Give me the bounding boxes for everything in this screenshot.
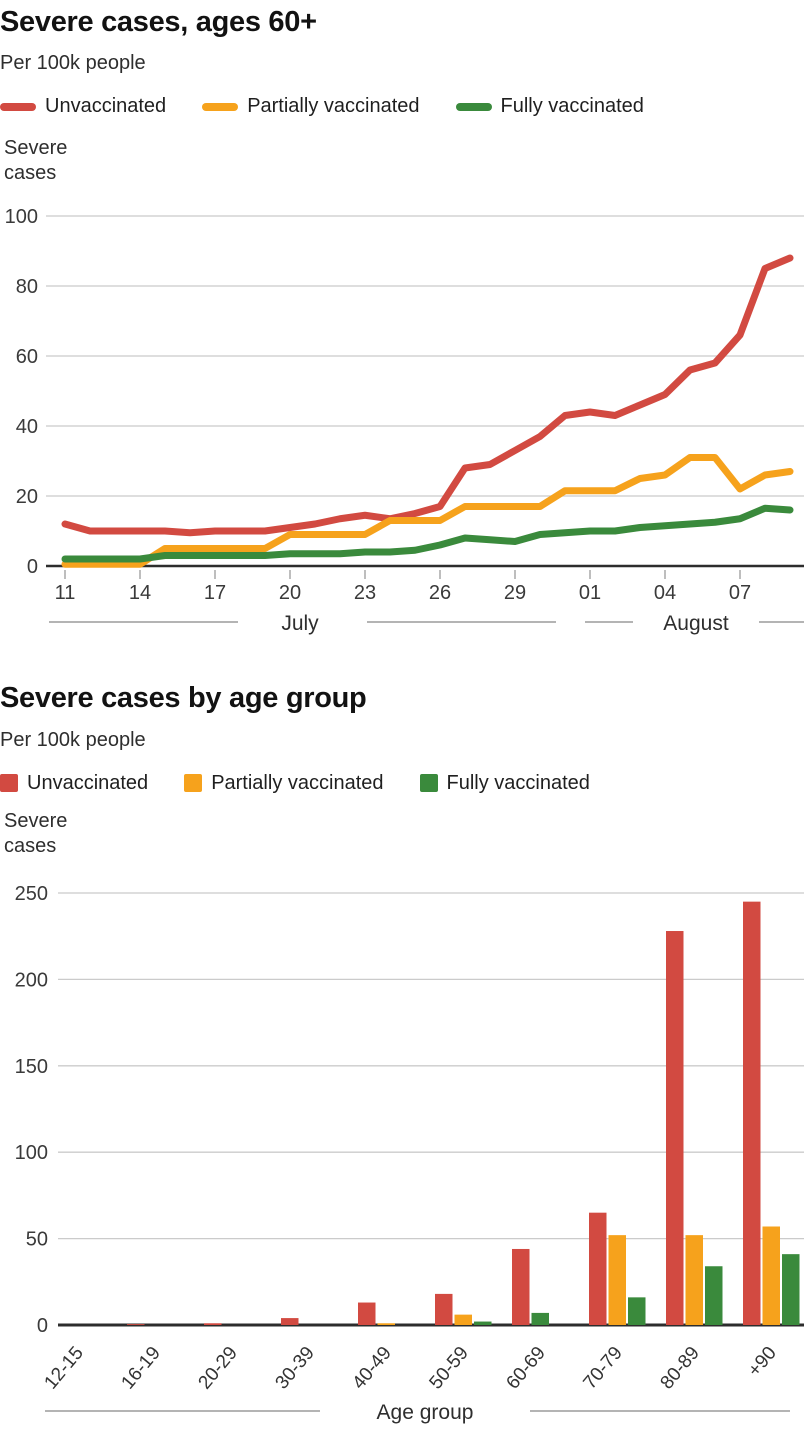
line-chart: Severe cases 0 20 40 60 80 100 11 14 17 20 23 26 29 01 0… [4,137,804,635]
legend-item-partially-vaccinated: Partially vaccinated [184,771,384,795]
x-tick-label-26: 26 [429,582,451,604]
bar-50-59-partially-vaccinated [454,1314,472,1325]
line-chart-subtitle: Per 100k people [0,52,146,75]
bar-16-19-unvaccinated [127,1323,145,1325]
x-tick-label-04: 04 [654,582,676,604]
y-tick-label-250: 250 [15,883,48,905]
legend-swatch-partially-vaccinated [184,774,203,793]
legend-label-fully-vaccinated: Fully vaccinated [446,771,590,794]
x-tick-label-29: 29 [504,582,526,604]
legend-item-fully-vaccinated: Fully vaccinated [455,95,644,118]
bar-50-59-unvaccinated [435,1293,453,1325]
x-category-label-40-49: 40-49 [348,1342,395,1393]
bar-70-79-fully-vaccinated [628,1297,646,1325]
legend-swatch-unvaccinated [0,102,36,111]
x-tick-label-11: 11 [55,582,76,604]
x-category-label-20-29: 20-29 [194,1342,241,1393]
bar-chart-legend: Unvaccinated Partially vaccinated Fully va… [0,772,804,795]
legend-item-fully-vaccinated: Fully vaccinated [419,771,590,795]
bar-80-89-fully-vaccinated [705,1265,723,1325]
x-category-label-16-19: 16-19 [117,1342,164,1393]
legend-label-fully-vaccinated: Fully vaccinated [500,95,644,118]
bar-30-39-unvaccinated [281,1317,299,1325]
bar-90-partially-vaccinated [762,1226,780,1325]
x-tick-label-17: 17 [204,582,226,604]
bar-70-79-unvaccinated [589,1212,607,1325]
y-tick-label-0: 0 [27,556,38,578]
y-tick-label-150: 150 [15,1055,48,1077]
series-line-unvaccinated [61,254,794,537]
line-chart-section: Severe cases, ages 60+ Per 100k people U… [0,0,804,656]
y-tick-label-80: 80 [16,276,38,298]
legend-item-unvaccinated: Unvaccinated [0,772,148,795]
bar-80-89-unvaccinated [666,930,684,1325]
y-tick-label-100: 100 [15,1142,48,1164]
x-tick-label-20: 20 [279,582,301,604]
legend-item-partially-vaccinated: Partially vaccinated [202,95,420,118]
y-tick-label-200: 200 [15,969,48,991]
x-axis-title: Age group [377,1401,474,1424]
bar-90-unvaccinated [743,901,761,1325]
bar-chart: Severe cases 0 50 100 150 200 250 12-15 16-19 20-2… [4,810,804,1424]
legend-label-unvaccinated: Unvaccinated [27,771,149,794]
x-category-label-80-89: 80-89 [656,1342,703,1393]
bar-80-89-partially-vaccinated [685,1234,703,1325]
x-category-label-70-79: 70-79 [579,1342,626,1393]
x-category-label-50-59: 50-59 [425,1342,472,1393]
bar-20-29-unvaccinated [204,1322,222,1325]
y-axis-title-line: cases [4,835,56,857]
x-category-label-12-15: 12-15 [40,1342,87,1393]
y-tick-label-40: 40 [16,416,38,438]
x-tick-label-14: 14 [129,582,151,604]
legend-swatch-fully-vaccinated [419,774,438,793]
x-tick-label-01: 01 [579,582,601,604]
bar-chart-title: Severe cases by age group [0,682,367,715]
bar-chart-subtitle: Per 100k people [0,728,146,751]
legend-label-partially-vaccinated: Partially vaccinated [211,771,384,794]
bar-chart-section: Severe cases by age group Per 100k peopl… [0,682,804,1432]
bar-40-49-partially-vaccinated [377,1322,395,1325]
x-tick-label-07: 07 [729,582,751,604]
legend-swatch-unvaccinated [0,774,18,793]
series-line-partially-vaccinated [61,454,794,569]
month-label-july: July [281,612,319,635]
x-category-label-30-39: 30-39 [271,1342,318,1393]
bar-90-fully-vaccinated [782,1253,800,1325]
month-label-august: August [663,612,729,635]
y-tick-label-60: 60 [16,346,38,368]
y-tick-label-0: 0 [37,1315,48,1337]
y-tick-label-20: 20 [16,486,38,508]
legend-label-unvaccinated: Unvaccinated [45,95,167,118]
bar-60-69-fully-vaccinated [531,1312,549,1325]
y-axis-title-line: cases [4,162,56,184]
bar-50-59-fully-vaccinated [474,1321,492,1325]
bar-70-79-partially-vaccinated [608,1234,626,1325]
x-category-label-60-69: 60-69 [502,1342,549,1393]
legend-item-unvaccinated: Unvaccinated [0,95,166,118]
bar-40-49-unvaccinated [358,1302,376,1325]
line-chart-title: Severe cases, ages 60+ [0,6,317,38]
legend-label-partially-vaccinated: Partially vaccinated [247,95,420,118]
legend-swatch-fully-vaccinated [455,102,492,111]
bar-60-69-unvaccinated [512,1248,530,1325]
y-tick-label-100: 100 [5,206,38,228]
legend-swatch-partially-vaccinated [202,102,239,111]
line-chart-legend: Unvaccinated Partially vaccinated Fully va… [0,95,804,118]
y-axis-title-line: Severe [4,137,67,159]
x-tick-label-23: 23 [354,582,376,604]
y-axis-title-line: Severe [4,810,67,832]
series-line-fully-vaccinated [61,505,794,563]
x-category-label-90: +90 [744,1342,781,1380]
y-tick-label-50: 50 [26,1228,48,1250]
